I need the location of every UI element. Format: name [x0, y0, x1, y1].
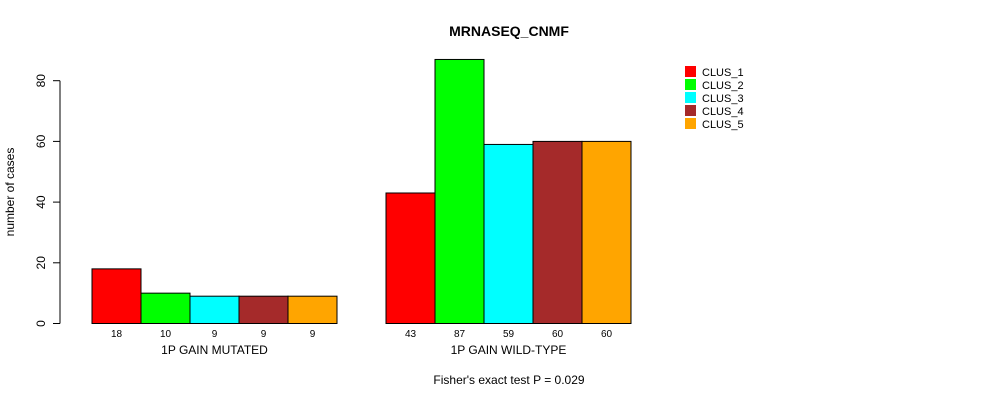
- bar-value-label: 18: [111, 329, 123, 340]
- legend-swatch-clus-3: [685, 92, 696, 103]
- chart-title: MRNASEQ_CNMF: [449, 23, 569, 39]
- bar-clus-5-group-2: [581, 140, 632, 324]
- bar-clus-3-group-2: [483, 143, 534, 324]
- legend-swatch-clus-4: [685, 105, 696, 116]
- y-tick-label: 0: [34, 320, 48, 327]
- y-tick-label: 40: [34, 195, 48, 209]
- bar-value-label: 60: [601, 329, 613, 340]
- fisher-test-footnote: Fisher's exact test P = 0.029: [433, 373, 584, 387]
- bar-value-label: 60: [552, 329, 564, 340]
- bar-clus-2-group-1: [140, 292, 191, 324]
- bar-clus-3-group-1: [189, 295, 240, 324]
- value-labels: 18 10 9 9 9 43 87 59 60 60: [111, 329, 613, 340]
- legend-label: CLUS_3: [702, 93, 744, 105]
- bar-value-label: 10: [160, 329, 172, 340]
- bar-clus-1-group-2: [385, 192, 436, 324]
- legend-label: CLUS_2: [702, 80, 744, 92]
- y-axis: 0 20 40 60 80: [34, 74, 61, 327]
- category-labels: 1P GAIN MUTATED 1P GAIN WILD-TYPE: [161, 343, 566, 357]
- legend-label: CLUS_4: [702, 106, 744, 118]
- bar-value-label: 9: [212, 329, 218, 340]
- y-axis-label: number of cases: [3, 148, 17, 237]
- bar-value-label: 87: [454, 329, 466, 340]
- bar-value-label: 43: [405, 329, 417, 340]
- bars: [91, 58, 632, 325]
- category-label: 1P GAIN WILD-TYPE: [451, 343, 567, 357]
- bar-clus-4-group-2: [532, 140, 583, 324]
- category-label: 1P GAIN MUTATED: [161, 343, 268, 357]
- legend-swatch-clus-1: [685, 66, 696, 77]
- bar-clus-4-group-1: [238, 295, 289, 324]
- legend-label: CLUS_1: [702, 67, 744, 79]
- legend-label: CLUS_5: [702, 119, 744, 131]
- bar-clus-5-group-1: [287, 295, 338, 324]
- bar-value-label: 59: [503, 329, 515, 340]
- legend-swatch-clus-2: [685, 79, 696, 90]
- y-tick-label: 80: [34, 74, 48, 88]
- bar-value-label: 9: [310, 329, 316, 340]
- bar-clus-1-group-1: [91, 268, 142, 324]
- bar-value-label: 9: [261, 329, 267, 340]
- y-tick-label: 20: [34, 256, 48, 270]
- bar-clus-2-group-2: [434, 58, 485, 325]
- y-tick-label: 60: [34, 134, 48, 148]
- legend-swatch-clus-5: [685, 118, 696, 129]
